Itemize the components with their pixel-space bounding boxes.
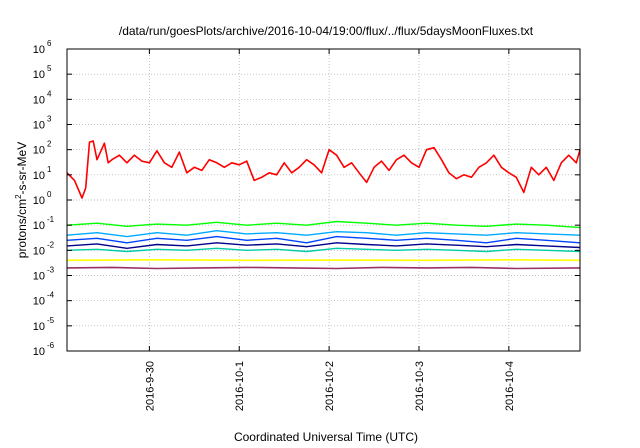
y-tick-label: 10 <box>33 271 45 283</box>
y-tick-exponent: 5 <box>47 64 52 73</box>
series-line-7 <box>66 258 581 262</box>
y-tick-exponent: -5 <box>47 316 55 325</box>
y-tick-exponent: 1 <box>47 165 52 174</box>
series-line-6 <box>66 247 581 253</box>
y-tick-exponent: -4 <box>47 291 55 300</box>
y-axis: 10-610-510-410-310-210-11001011021031041… <box>33 39 580 358</box>
series-line-1 <box>66 140 581 199</box>
y-axis-label-sup: 2 <box>14 194 23 199</box>
x-tick-label: 2016-10-4 <box>504 361 516 411</box>
y-tick-label: 10 <box>33 296 45 308</box>
y-tick-exponent: -3 <box>47 266 55 275</box>
y-tick-exponent: 3 <box>47 115 52 124</box>
y-tick-label: 10 <box>33 170 45 182</box>
y-tick-label: 10 <box>33 346 45 358</box>
series-line-2 <box>66 220 581 229</box>
chart-title: /data/run/goesPlots/archive/2016-10-04/1… <box>119 24 534 38</box>
y-tick-exponent: 4 <box>47 89 52 98</box>
y-tick-exponent: 2 <box>47 140 52 149</box>
x-axis-label: Coordinated Universal Time (UTC) <box>234 430 418 444</box>
y-axis-label: protons/cm2-s-sr-MeV <box>14 142 29 258</box>
x-axis: 2016-9-30 2016-10-1 2016-10-2 2016-10-3 2016… <box>144 49 516 411</box>
y-tick-label: 10 <box>33 220 45 232</box>
y-tick-label: 10 <box>33 245 45 257</box>
y-tick-label: 10 <box>33 94 45 106</box>
series-line-3 <box>66 229 581 238</box>
series-group <box>66 140 581 270</box>
y-tick-label: 10 <box>33 69 45 81</box>
x-tick-label: 2016-10-1 <box>234 361 246 411</box>
series-line-4 <box>66 235 581 244</box>
series-line-5 <box>66 242 581 250</box>
series-line-8 <box>66 266 581 270</box>
y-tick-exponent: -1 <box>47 215 55 224</box>
y-tick-exponent: 0 <box>47 190 52 199</box>
grid <box>67 49 580 351</box>
x-tick-label: 2016-10-2 <box>324 361 336 411</box>
x-tick-label: 2016-9-30 <box>144 361 156 411</box>
y-tick-exponent: 6 <box>47 39 52 48</box>
y-tick-label: 10 <box>33 120 45 132</box>
x-tick-label: 2016-10-3 <box>414 361 426 411</box>
plot-frame <box>66 48 581 352</box>
y-axis-label-post: -s-sr-MeV <box>15 142 29 195</box>
y-tick-exponent: -6 <box>47 341 55 350</box>
y-tick-label: 10 <box>33 145 45 157</box>
y-tick-label: 10 <box>33 321 45 333</box>
y-tick-label: 10 <box>33 44 45 56</box>
y-axis-label-pre: protons/cm <box>15 199 29 258</box>
y-tick-exponent: -2 <box>47 240 55 249</box>
y-tick-label: 10 <box>33 195 45 207</box>
